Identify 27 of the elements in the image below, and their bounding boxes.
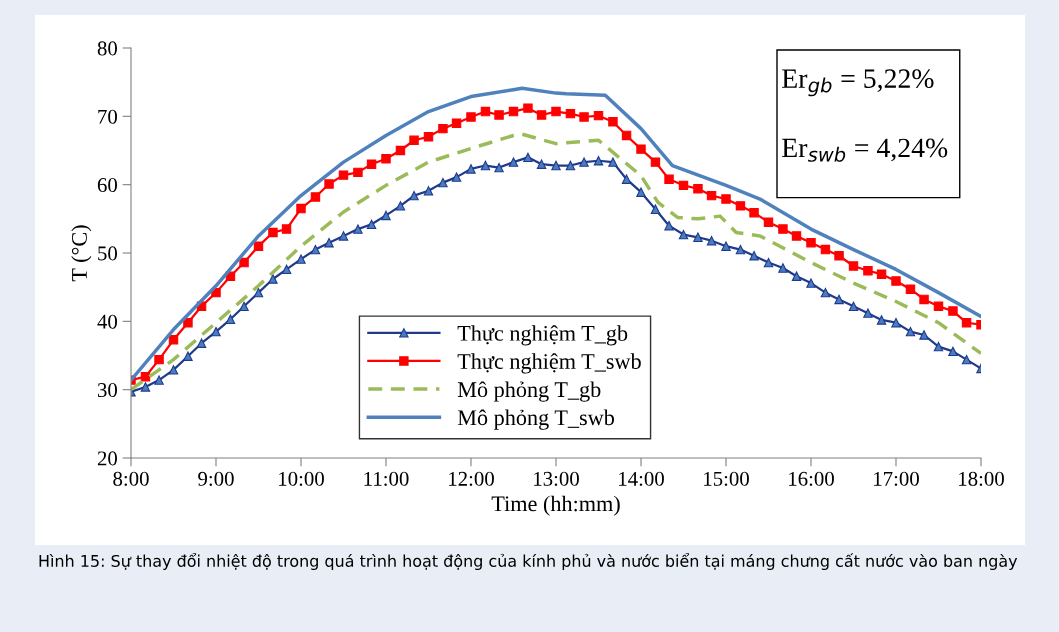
x-tick-label: 18:00 [959, 471, 1004, 486]
x-tick-label: 16:00 [789, 471, 834, 486]
x-tick-label: 12:00 [449, 471, 494, 486]
annotation: Er$_{swb}$ = 4,24% [782, 138, 948, 162]
y-tick-label: 80 [97, 41, 118, 56]
y-tick-label: 20 [97, 451, 118, 466]
legend-label: Mô phỏng T_swb [457, 409, 615, 430]
x-tick-label: 13:00 [534, 471, 579, 486]
annotation: Er$_{gb}$ = 5,22% [782, 69, 934, 97]
x-tick-label: 14:00 [619, 471, 664, 486]
x-tick-label: 8:00 [113, 471, 149, 486]
x-tick-label: 15:00 [704, 471, 749, 486]
y-tick-label: 30 [97, 383, 118, 398]
legend-label: Thực nghiệm T_swb [457, 353, 641, 374]
y-axis-title: T (°C) [71, 225, 92, 282]
x-tick-label: 17:00 [874, 471, 919, 486]
x-tick-label: 9:00 [198, 471, 234, 486]
x-tick-label: 11:00 [364, 471, 409, 486]
y-tick-label: 70 [98, 109, 118, 124]
x-axis-title: Time (hh:mm) [491, 495, 620, 516]
y-tick-label: 40 [97, 314, 118, 329]
text: Hình 15: Sự thay đổi nhiệt độ trong quá trình hoạt động của kính phủ và nước biển tại máng chưng cất nước vào ban ngày [39, 553, 1018, 571]
x-tick-label: 10:00 [279, 471, 324, 486]
legend-label: Mô phỏng T_gb [457, 381, 601, 402]
y-tick-label: 50 [98, 246, 118, 261]
y-tick-label: 60 [97, 178, 118, 193]
legend-label: Thực nghiệm T_gb [457, 325, 628, 346]
